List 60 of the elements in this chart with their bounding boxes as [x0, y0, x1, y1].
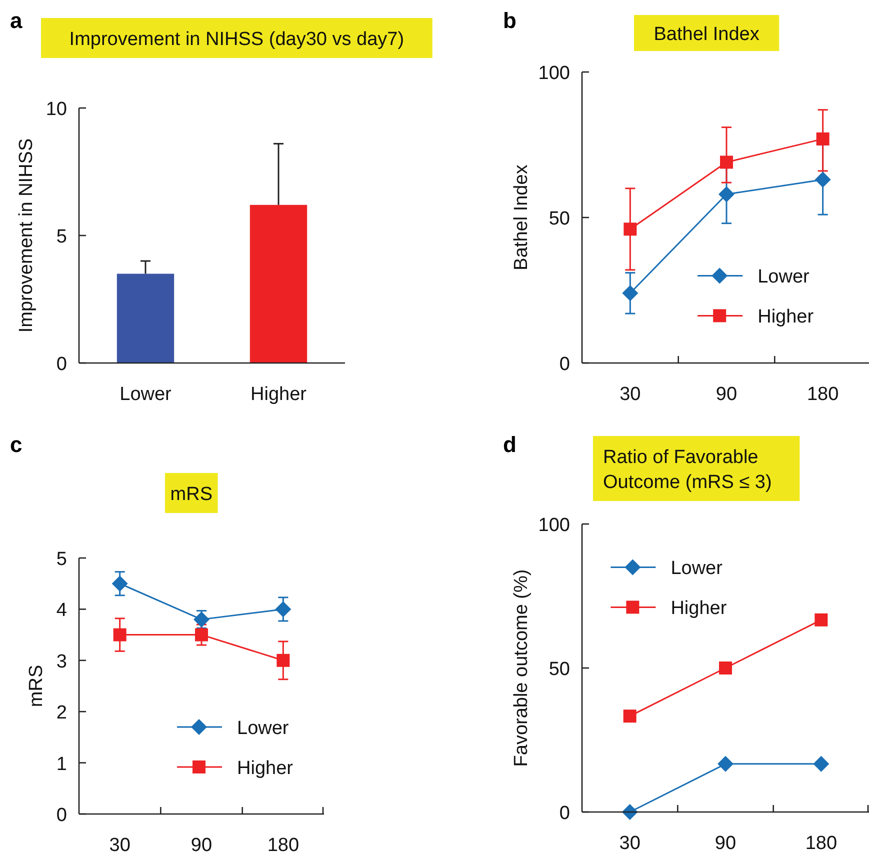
y-tick-label: 0	[559, 354, 570, 375]
y-tick-label: 100	[538, 515, 570, 536]
x-tick-label: 90	[716, 384, 738, 405]
legend-label: Lower	[237, 718, 290, 739]
y-tick-label: 100	[538, 63, 570, 84]
y-tick-label: 0	[56, 805, 67, 826]
legend-label: Higher	[758, 306, 814, 328]
x-tick-label: Lower	[120, 384, 172, 405]
point	[719, 662, 732, 674]
x-tick-label: Higher	[250, 384, 308, 405]
point	[718, 756, 734, 772]
point	[816, 132, 830, 146]
y-tick-label: 50	[548, 659, 570, 680]
y-tick-label: 5	[56, 549, 67, 570]
point	[113, 628, 126, 642]
chart-title: Ratio of Favorable Outcome (mRS ≤ 3)	[603, 447, 772, 493]
y-tick-label: 50	[548, 208, 570, 230]
x-tick-label: 30	[620, 384, 641, 405]
point	[814, 172, 831, 188]
y-tick-label: 10	[46, 99, 67, 120]
y-tick-label: 0	[559, 803, 570, 824]
text: c	[10, 432, 22, 457]
y-tick-label: 0	[56, 354, 67, 375]
x-tick-label: 180	[806, 384, 839, 405]
legend-label: Higher	[237, 758, 294, 779]
x-tick-label: 90	[190, 835, 212, 856]
point	[718, 186, 734, 202]
point	[275, 601, 292, 618]
x-tick-label: 30	[109, 835, 130, 856]
point	[813, 756, 830, 772]
y-tick-label: 4	[56, 600, 68, 622]
point	[624, 222, 637, 236]
y-axis-title: mRS	[26, 664, 47, 708]
x-tick-label: 30	[619, 833, 640, 854]
y-tick-label: 1	[56, 754, 67, 775]
text: b	[503, 8, 516, 33]
y-axis-title: Bathel Index	[511, 164, 532, 270]
legend-label: Lower	[670, 558, 724, 580]
y-tick-label: 2	[56, 702, 67, 724]
legend-label: Higher	[670, 598, 728, 620]
point	[276, 654, 290, 667]
point	[720, 156, 733, 169]
y-axis-title: Favorable outcome (%)	[511, 569, 532, 767]
point	[814, 613, 828, 626]
point	[112, 576, 128, 592]
chart-title: Improvement in NIHSS (day30 vs day7)	[69, 29, 404, 50]
chart-title: Bathel Index	[654, 24, 760, 45]
text: a	[10, 8, 23, 33]
y-axis-title: Improvement in NIHSS	[16, 138, 37, 333]
x-tick-label: 180	[267, 835, 300, 856]
chart-title: mRS	[170, 484, 213, 505]
legend-label: Lower	[758, 266, 810, 288]
y-tick-label: 3	[56, 651, 67, 672]
text: d	[503, 432, 516, 457]
x-tick-label: 90	[714, 833, 736, 854]
y-tick-label: 5	[56, 226, 67, 248]
point	[623, 710, 636, 723]
point	[622, 285, 638, 302]
x-tick-label: 180	[805, 833, 838, 854]
point	[195, 628, 208, 642]
